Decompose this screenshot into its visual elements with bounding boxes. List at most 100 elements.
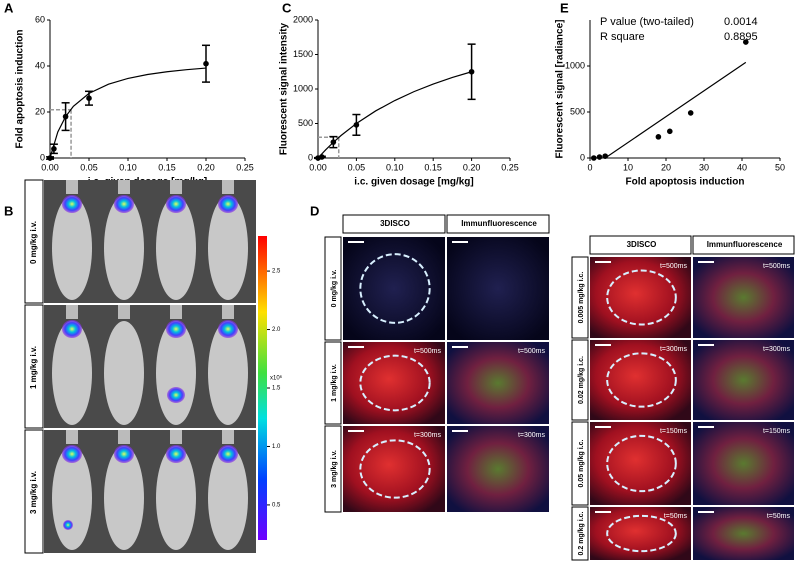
row-label: 0.05 mg/kg i.c. <box>578 440 585 488</box>
signal <box>218 445 238 463</box>
signal <box>167 387 185 403</box>
signal <box>218 195 238 213</box>
scale-bar <box>698 511 714 513</box>
restraint <box>222 305 234 319</box>
vessels <box>359 253 431 324</box>
scale-bar <box>452 430 468 432</box>
y-tick-label: 0 <box>580 152 585 162</box>
signal <box>62 445 82 463</box>
mouse <box>156 196 196 300</box>
annotation-label: R square <box>600 31 645 43</box>
row-label: 3 mg/kg i.v. <box>29 471 38 514</box>
row-label-box <box>571 256 589 339</box>
x-tick-label: 0.05 <box>348 162 366 172</box>
column-header: Immunfluorescence <box>707 240 783 249</box>
row-label: 0.005 mg/kg i.c. <box>578 272 585 324</box>
data-point <box>468 68 475 75</box>
exposure-time: t=500ms <box>763 263 791 270</box>
panel-label: C <box>282 0 292 15</box>
scale-bar <box>595 511 611 513</box>
signal <box>218 320 238 338</box>
exposure-time: t=300ms <box>660 346 688 353</box>
exposure-time: t=150ms <box>763 428 791 435</box>
column-header: Immunfluorescence <box>461 219 537 228</box>
panel-label: E <box>560 0 569 15</box>
panel-label: B <box>4 203 13 218</box>
y-tick-label: 60 <box>35 14 45 24</box>
row-label: 3 mg/kg i.v. <box>331 450 338 488</box>
exposure-time: t=50ms <box>664 513 688 520</box>
restraint <box>118 180 130 194</box>
vessels <box>606 352 677 408</box>
row-label-box <box>571 506 589 561</box>
micrograph <box>693 507 794 560</box>
colorbar-tick-label: 1.5 <box>272 386 281 392</box>
mouse <box>104 446 144 550</box>
column-header: 3DISCO <box>627 240 657 249</box>
mouse <box>104 321 144 425</box>
mouse <box>104 196 144 300</box>
micrograph <box>447 426 549 512</box>
x-tick-label: 0.25 <box>236 162 254 172</box>
x-tick-label: 0.25 <box>501 162 519 172</box>
y-tick-label: 20 <box>35 106 45 116</box>
data-point <box>86 95 92 101</box>
signal <box>166 195 186 213</box>
row-label-box <box>571 339 589 421</box>
scale-bar <box>595 344 611 346</box>
restraint <box>66 305 78 319</box>
mouse <box>52 446 92 550</box>
x-tick-label: 0 <box>587 162 592 172</box>
x-axis-title: Fold apoptosis induction <box>626 177 745 188</box>
row-label: 0.2 mg/kg i.c. <box>578 511 585 555</box>
mouse <box>208 446 248 550</box>
column-header-box <box>589 235 692 255</box>
x-tick-label: 0.20 <box>197 162 215 172</box>
x-tick-label: 50 <box>775 162 785 172</box>
signal <box>62 195 82 213</box>
vessels <box>606 514 677 553</box>
data-point <box>596 154 603 160</box>
vessels <box>606 269 677 326</box>
restraint <box>118 430 130 444</box>
mouse <box>208 321 248 425</box>
micrograph <box>447 342 549 424</box>
row-label-box <box>324 425 342 513</box>
y-tick-label: 500 <box>570 106 585 116</box>
row-label: 0 mg/kg i.v. <box>29 221 38 264</box>
x-tick-label: 20 <box>661 162 671 172</box>
vessels <box>359 354 431 412</box>
exposure-time: t=50ms <box>767 513 791 520</box>
exposure-time: t=500ms <box>518 348 546 355</box>
column-header-box <box>446 214 550 234</box>
restraint <box>222 180 234 194</box>
scale-bar <box>595 261 611 263</box>
y-axis-title: Fold apoptosis induction <box>15 30 26 149</box>
colorbar-unit: x10⁶ <box>270 375 283 382</box>
x-tick-label: 0.20 <box>463 162 481 172</box>
signal <box>62 320 82 338</box>
row-label-box <box>24 304 44 429</box>
panel-label: D <box>310 203 319 218</box>
x-tick-label: 0.15 <box>424 162 442 172</box>
restraint <box>118 305 130 319</box>
y-axis-title: Fluorescent signal [radiance] <box>555 20 566 159</box>
mouse <box>208 196 248 300</box>
data-point <box>353 122 360 128</box>
colorbar-tick-label: 2.0 <box>272 327 281 333</box>
data-point <box>319 154 325 160</box>
signal <box>166 320 186 338</box>
scale-bar <box>698 344 714 346</box>
annotation-value: 0.0014 <box>724 16 758 28</box>
mouse <box>52 196 92 300</box>
mouse <box>52 321 92 425</box>
data-point <box>602 153 608 159</box>
scale-bar <box>348 346 364 348</box>
data-point <box>667 128 673 135</box>
y-tick-label: 0 <box>308 152 313 162</box>
row-label-box <box>571 421 589 506</box>
row-label-box <box>324 341 342 425</box>
colorbar-tick-label: 2.5 <box>272 269 281 275</box>
x-tick-label: 0.00 <box>309 162 327 172</box>
row-label-box <box>24 179 44 304</box>
